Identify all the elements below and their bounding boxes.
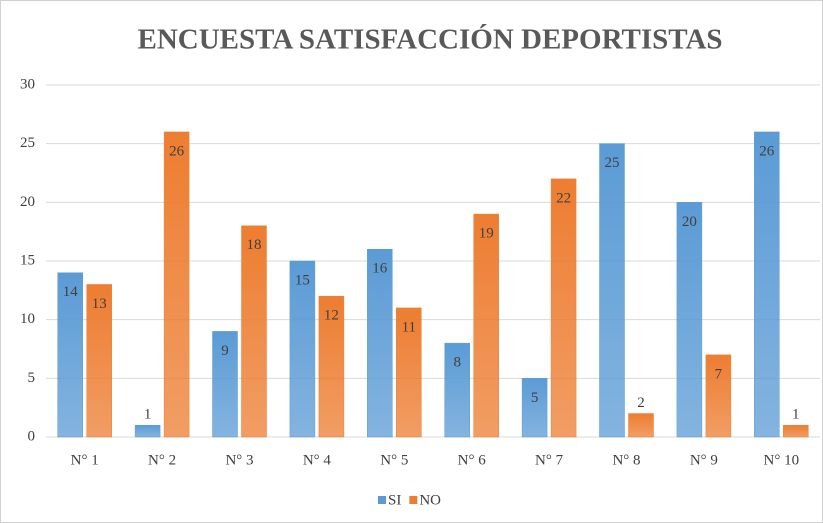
data-label: 16: [372, 261, 388, 277]
x-tick-label: N° 10: [764, 452, 800, 468]
legend-label: NO: [419, 492, 441, 508]
bar: [473, 213, 499, 438]
bar: [57, 272, 83, 438]
data-label: 5: [531, 390, 539, 406]
data-label: 12: [324, 308, 339, 324]
bar: [521, 378, 548, 438]
bar: [550, 178, 577, 438]
data-label: 7: [715, 366, 723, 382]
x-tick-label: N° 8: [612, 452, 640, 468]
y-tick-label: 25: [20, 135, 35, 151]
bar: [676, 202, 703, 438]
bar: [705, 354, 732, 438]
x-tick-label: N° 3: [225, 452, 253, 468]
bar: [754, 131, 780, 438]
data-label: 8: [453, 355, 461, 371]
y-tick-label: 0: [28, 428, 36, 444]
data-label: 1: [792, 407, 800, 423]
legend-label: SI: [388, 492, 401, 508]
data-label: 9: [221, 343, 229, 359]
data-label: 14: [63, 284, 79, 300]
bar: [444, 342, 470, 438]
bar: [783, 425, 809, 438]
data-label: 26: [759, 143, 775, 159]
bar: [212, 331, 238, 438]
x-tick-label: N° 7: [535, 452, 564, 468]
bar: [134, 425, 161, 438]
legend-swatch: [378, 496, 386, 504]
data-label: 18: [247, 237, 262, 253]
bar: [628, 413, 654, 438]
bar: [367, 249, 393, 438]
data-label: 19: [479, 226, 494, 242]
x-tick-label: N° 9: [690, 452, 718, 468]
y-tick-label: 5: [28, 370, 36, 386]
x-tick-label: N° 2: [148, 452, 176, 468]
legend-swatch: [409, 496, 418, 504]
chart-title: ENCUESTA SATISFACCIÓN DEPORTISTAS: [137, 23, 722, 56]
y-tick-label: 20: [20, 194, 35, 210]
y-tick-label: 15: [20, 252, 35, 268]
bar: [396, 307, 422, 438]
data-label: 13: [92, 296, 107, 312]
data-label: 25: [605, 155, 620, 171]
x-tick-label: N° 4: [303, 452, 332, 468]
data-label: 1: [144, 407, 152, 423]
bar: [241, 225, 267, 438]
bar: [163, 131, 190, 438]
data-label: 22: [556, 190, 571, 206]
x-tick-label: N° 1: [71, 452, 99, 468]
bar: [599, 143, 625, 438]
y-tick-label: 30: [20, 76, 35, 92]
data-label: 2: [637, 395, 645, 411]
data-label: 11: [402, 319, 416, 335]
data-label: 20: [682, 214, 697, 230]
data-label: 26: [169, 143, 185, 159]
bar: [318, 295, 345, 438]
x-tick-label: N° 5: [380, 452, 408, 468]
x-tick-label: N° 6: [458, 452, 487, 468]
bar: [86, 284, 112, 438]
bar: [289, 260, 316, 438]
y-tick-label: 10: [20, 311, 35, 327]
data-label: 15: [295, 272, 310, 288]
